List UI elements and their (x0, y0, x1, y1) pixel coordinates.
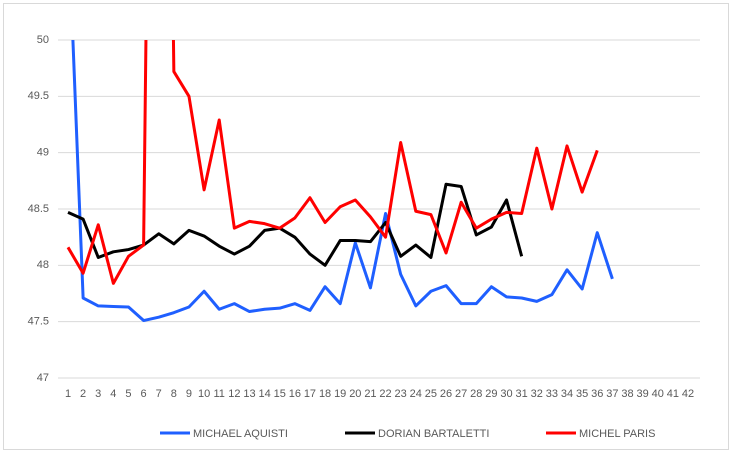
x-tick-label: 40 (652, 388, 664, 400)
x-tick-label: 4 (110, 388, 116, 400)
x-tick-label: 29 (485, 388, 497, 400)
y-tick-label: 47 (37, 372, 49, 384)
y-tick-label: 47.5 (28, 316, 49, 328)
x-tick-label: 27 (455, 388, 467, 400)
y-tick-label: 49 (37, 147, 49, 159)
legend-label: DORIAN BARTALETTI (378, 428, 489, 440)
legend-label: MICHEL PARIS (579, 428, 655, 440)
x-tick-label: 8 (171, 388, 177, 400)
x-tick-label: 5 (125, 388, 131, 400)
y-tick-label: 49.5 (28, 90, 49, 102)
x-tick-label: 20 (349, 388, 361, 400)
x-tick-label: 25 (425, 388, 437, 400)
x-tick-label: 7 (156, 388, 162, 400)
x-tick-label: 38 (621, 388, 633, 400)
x-tick-label: 21 (364, 388, 376, 400)
x-tick-label: 32 (531, 388, 543, 400)
plot-area (66, 40, 614, 323)
x-tick-label: 30 (500, 388, 512, 400)
x-tick-label: 12 (228, 388, 240, 400)
y-tick-label: 48.5 (28, 203, 49, 215)
x-tick-label: 39 (637, 388, 649, 400)
x-tick-label: 14 (258, 388, 270, 400)
x-tick-label: 1 (65, 388, 71, 400)
x-tick-label: 23 (395, 388, 407, 400)
x-tick-label: 13 (243, 388, 255, 400)
line-series (71, 40, 614, 323)
x-tick-label: 31 (516, 388, 528, 400)
x-tick-label: 34 (561, 388, 573, 400)
x-tick-label: 3 (95, 388, 101, 400)
x-tick-label: 16 (289, 388, 301, 400)
x-tick-label: 37 (606, 388, 618, 400)
x-tick-label: 19 (334, 388, 346, 400)
x-tick-label: 33 (546, 388, 558, 400)
x-tick-label: 36 (591, 388, 603, 400)
legend-label: MICHAEL AQUISTI (193, 428, 288, 440)
x-tick-label: 17 (304, 388, 316, 400)
x-tick-label: 26 (440, 388, 452, 400)
x-tick-label: 9 (186, 388, 192, 400)
x-tick-label: 6 (141, 388, 147, 400)
chart-frame (3, 3, 729, 450)
x-tick-label: 42 (682, 388, 694, 400)
y-tick-label: 50 (37, 34, 49, 46)
x-tick-label: 35 (576, 388, 588, 400)
x-tick-label: 24 (410, 388, 422, 400)
x-tick-label: 22 (379, 388, 391, 400)
line-series (66, 40, 599, 285)
x-tick-label: 18 (319, 388, 331, 400)
x-tick-label: 2 (80, 388, 86, 400)
y-tick-label: 48 (37, 259, 49, 271)
x-tick-label: 11 (214, 388, 225, 400)
x-tick-label: 10 (198, 388, 210, 400)
x-tick-label: 28 (470, 388, 482, 400)
x-tick-label: 41 (667, 388, 679, 400)
x-tick-label: 15 (274, 388, 286, 400)
